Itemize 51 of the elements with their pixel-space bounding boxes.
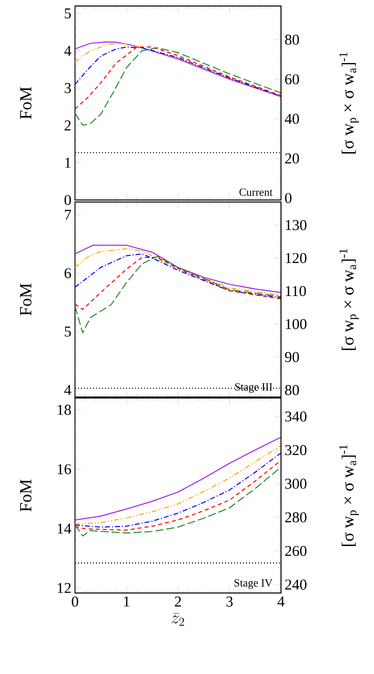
line-series [74, 46, 281, 110]
x-tick-label: 1 [124, 596, 130, 606]
y2-tick-label: 120 [286, 253, 306, 264]
annotation: Current [239, 188, 273, 196]
y2-tick-label: 340 [285, 411, 306, 422]
y-tick-label: 5 [64, 8, 71, 18]
x-tick-label: 3 [226, 596, 233, 607]
y2-tick-label: 280 [285, 512, 306, 522]
y2-tick-label: 100 [286, 319, 306, 330]
annotation: Stage IV [234, 579, 272, 589]
y2-tick-label: 40 [284, 114, 299, 124]
y-tick-label: 16 [58, 464, 72, 474]
y2-tick-label: 0 [285, 192, 292, 204]
y2-tick-label: 60 [285, 74, 299, 84]
y-tick-label: 6 [64, 268, 72, 278]
y2-tick-label: 90 [285, 352, 299, 362]
y2-tick-label: 260 [285, 546, 306, 556]
y2-tick-label: 110 [286, 286, 306, 296]
y2-tick-label: 80 [285, 34, 299, 45]
x-tick-label: 4 [278, 596, 285, 606]
y2-tick-label: 240 [285, 580, 306, 590]
line-series [74, 256, 281, 334]
y2-axis-title: [σ w$_{p}$ × σ w$_{a}$]$^{-1}$ [339, 248, 359, 350]
y-axis-title: FoM [20, 86, 32, 120]
y-axis-title: FoM [20, 283, 32, 316]
y-axis-title: FoM [20, 479, 32, 512]
y-tick-label: 5 [64, 326, 71, 337]
line-series [74, 256, 281, 310]
y2-tick-label: 320 [285, 445, 306, 456]
y-tick-label: 7 [64, 210, 72, 220]
x-tick-label: 2 [174, 596, 181, 606]
y-tick-label: 4 [64, 46, 72, 56]
line-series [74, 47, 281, 126]
y2-axis-title: [σ w$_{p}$ × σ w$_{a}$]$^{-1}$ [339, 444, 359, 546]
y2-axis-title: [σ w$_{p}$ × σ w$_{a}$]$^{-1}$ [339, 52, 359, 154]
y2-tick-label: 20 [285, 153, 299, 164]
y2-tick-label: 80 [285, 385, 299, 396]
y-tick-label: 4 [64, 385, 72, 395]
x-tick-label: 0 [72, 596, 78, 607]
y-tick-label: 12 [58, 582, 71, 593]
y-tick-label: 18 [58, 404, 71, 415]
y-tick-label: 14 [58, 524, 72, 534]
y-tick-label: 3 [64, 83, 71, 94]
x-axis-title: $\bar{z}_2$ [172, 613, 184, 626]
y2-tick-label: 300 [285, 478, 306, 489]
y2-tick-label: 130 [286, 220, 306, 230]
annotation: Stage III [235, 383, 272, 393]
y-tick-label: 0 [64, 194, 71, 206]
y-tick-label: 2 [64, 120, 71, 130]
y-tick-label: 1 [65, 158, 71, 168]
line-series [74, 466, 281, 537]
